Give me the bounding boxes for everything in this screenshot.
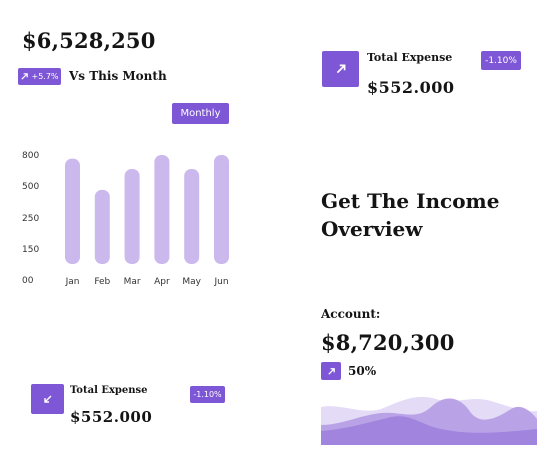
y-tick-label: 00 [22, 276, 34, 286]
overview-heading-line1: Get The Income [321, 189, 500, 213]
y-tick-label: 250 [22, 214, 39, 224]
total-amount: $6,528,250 [22, 28, 156, 53]
change-badge: +5.7% [18, 68, 61, 85]
bottom-expense-title: Total Expense [70, 385, 148, 396]
bar-may [184, 168, 200, 264]
monthly-period-button[interactable]: Monthly [172, 103, 229, 124]
arrow-down-left-icon [43, 395, 51, 403]
change-badge-value: +5.7% [31, 72, 59, 81]
y-tick-label: 500 [22, 182, 39, 192]
x-tick-label: Jan [65, 277, 80, 287]
account-area-chart [321, 396, 537, 445]
arrow-up-right-icon [327, 367, 335, 375]
account-trend-icon [321, 362, 341, 380]
x-tick-label: Mar [124, 277, 141, 287]
expense-title: Total Expense [367, 51, 453, 64]
bar-mar [124, 168, 140, 264]
bar-feb [94, 189, 110, 264]
overview-heading: Get The Income Overview [321, 187, 499, 243]
arrow-up-right-icon [336, 64, 345, 74]
bar-jun [214, 155, 229, 264]
account-amount: $8,720,300 [321, 330, 455, 355]
overview-heading-line2: Overview [321, 217, 423, 241]
bar-apr [154, 155, 170, 264]
y-tick-label: 150 [22, 245, 39, 255]
bottom-expense-amount: $552.000 [70, 408, 153, 426]
arrow-up-right-icon [21, 73, 29, 80]
area-layer-dark [321, 416, 537, 445]
bottom-expense-trend-icon-button[interactable] [31, 384, 64, 414]
bottom-expense-change-badge: -1.10% [190, 386, 225, 403]
x-tick-label: May [182, 277, 201, 287]
expense-trend-icon-button[interactable] [322, 51, 359, 87]
x-tick-label: Apr [154, 277, 170, 287]
y-tick-label: 800 [22, 151, 39, 161]
x-tick-label: Jun [213, 277, 228, 287]
account-percent: 50% [348, 364, 377, 378]
comparison-label: Vs This Month [69, 69, 167, 83]
account-label: Account: [321, 307, 381, 321]
x-tick-label: Feb [94, 277, 110, 287]
expense-amount: $552.000 [367, 78, 455, 97]
expense-change-badge: -1.10% [481, 51, 521, 70]
bar-chart: 00 150 250 500 800 Jan Feb Mar Apr May Jun [22, 151, 229, 287]
bar-jan [65, 158, 80, 264]
